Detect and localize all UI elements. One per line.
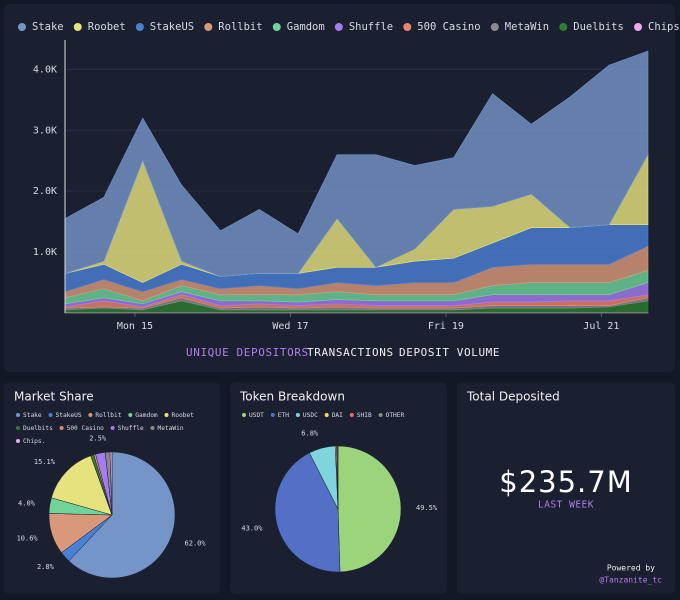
legend-label: Chips. — [23, 438, 45, 445]
legend-label: Roobet — [88, 21, 126, 33]
legend-marker — [88, 413, 93, 417]
legend-label: Duelbits — [23, 425, 53, 432]
data-label: 43.0% — [241, 524, 263, 532]
legend-label: MetaWin — [158, 425, 184, 432]
data-label: 2.8% — [37, 563, 55, 571]
data-label: 6.8% — [301, 430, 319, 438]
y-tick-label: 3.0K — [33, 125, 57, 136]
legend-marker — [164, 413, 169, 417]
y-tick-label: 4.0K — [33, 64, 57, 75]
legend-marker — [73, 23, 82, 31]
legend-marker — [110, 426, 115, 430]
y-tick-label: 1.0K — [33, 247, 57, 258]
powered-by: Powered by — [607, 564, 655, 573]
data-label: 49.5% — [416, 504, 438, 512]
pie-slice — [337, 445, 402, 573]
legend-marker — [150, 426, 155, 430]
legend-label: 500 Casino — [417, 21, 480, 33]
total-panel — [457, 382, 675, 594]
data-label: 62.0% — [185, 540, 207, 548]
legend-marker — [324, 413, 329, 417]
tab[interactable]: UNIQUE DEPOSITORS — [186, 346, 309, 359]
data-label: 15.1% — [34, 458, 56, 466]
legend-marker — [378, 413, 383, 417]
legend-marker — [272, 23, 281, 31]
legend-marker — [634, 23, 643, 31]
legend-label: SHIB — [357, 412, 372, 419]
pie-slice — [51, 455, 113, 516]
legend-label: Duelbits — [573, 21, 624, 33]
legend-label: DAI — [332, 412, 343, 419]
legend-label: Stake — [23, 412, 42, 419]
total-value: $235.7M — [499, 465, 633, 499]
legend-marker — [128, 413, 133, 417]
x-tick-label: Fri 19 — [428, 321, 464, 332]
legend-marker — [59, 426, 64, 430]
legend-label: Roobet — [172, 412, 195, 419]
legend-label: ETH — [278, 412, 289, 419]
legend-label: Rollbit — [218, 21, 262, 33]
legend-label: Rollbit — [95, 412, 121, 419]
legend-marker — [559, 23, 568, 31]
legend-marker — [270, 413, 275, 417]
x-tick-label: Jul 21 — [583, 321, 619, 332]
legend-label: 500 Casino — [67, 425, 105, 432]
pie-slice — [274, 452, 341, 573]
pie-slice — [68, 451, 176, 579]
legend-marker — [18, 23, 26, 31]
legend-marker — [349, 413, 354, 417]
legend-label: USDC — [303, 412, 318, 419]
legend-label: StakeUS — [56, 412, 82, 419]
legend-label: Shuffle — [349, 21, 393, 33]
pie-slice — [109, 451, 113, 516]
legend-label: StakeUS — [150, 21, 194, 33]
legend-marker — [16, 426, 20, 430]
legend-label: Gamdom — [287, 21, 325, 33]
legend-marker — [135, 23, 144, 31]
legend-marker — [16, 413, 20, 417]
legend-marker — [490, 23, 499, 31]
x-tick-label: Wed 17 — [272, 321, 308, 332]
y-tick-label: 2.0K — [33, 186, 57, 197]
legend-marker — [242, 413, 246, 417]
data-label: 2.5% — [89, 434, 107, 442]
legend-label: Gamdom — [135, 412, 158, 419]
panel-title: Token Breakdown — [239, 390, 345, 404]
legend-label: USDT — [249, 412, 264, 419]
legend-marker — [295, 413, 300, 417]
legend-label: Stake — [32, 21, 64, 33]
area — [64, 50, 649, 277]
legend-label: OTHER — [386, 412, 405, 419]
legend-marker — [204, 23, 213, 31]
data-label: 10.6% — [17, 535, 39, 543]
total-period: LAST WEEK — [538, 500, 594, 511]
legend-marker — [48, 413, 53, 417]
panel-title: Market Share — [14, 390, 94, 404]
legend-label: Chips.gg — [648, 21, 680, 33]
legend-marker — [334, 23, 343, 31]
x-tick-label: Mon 15 — [117, 321, 153, 332]
tab[interactable]: DEPOSIT VOLUME — [399, 346, 500, 359]
handle[interactable]: @Tanzanite_tc — [599, 576, 662, 585]
legend-label: MetaWin — [505, 21, 549, 33]
tab[interactable]: TRANSACTIONS — [307, 346, 394, 359]
panel-title: Total Deposited — [466, 390, 560, 404]
pie-slice — [336, 445, 339, 510]
legend-marker — [16, 439, 20, 443]
data-label: 4.0% — [18, 499, 36, 507]
legend-marker — [403, 23, 412, 31]
legend-label: Shuffle — [118, 425, 144, 432]
